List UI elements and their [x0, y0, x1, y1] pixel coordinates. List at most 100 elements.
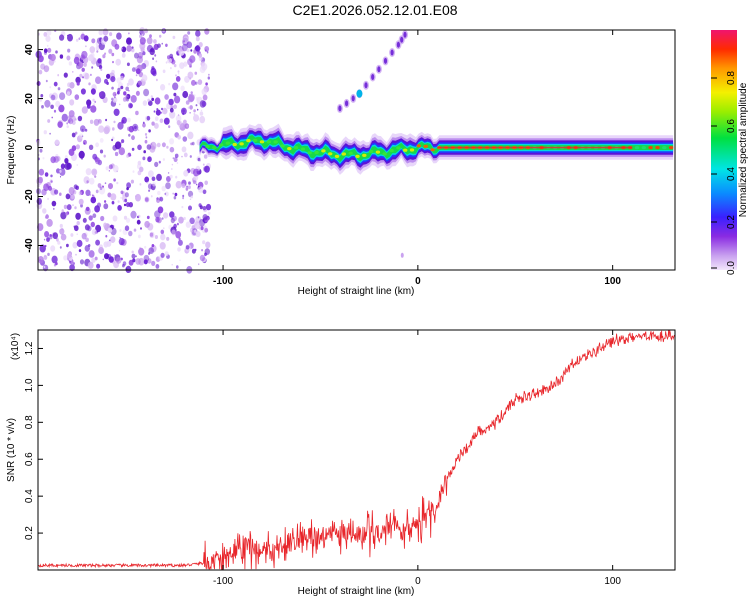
noise-speck: [151, 98, 154, 101]
noise-speck: [152, 244, 155, 247]
noise-speck: [52, 201, 57, 207]
noise-speck: [118, 200, 120, 203]
noise-speck: [123, 201, 124, 203]
noise-speck: [130, 211, 136, 219]
noise-speck: [143, 150, 146, 153]
noise-speck: [55, 101, 60, 107]
noise-speck: [164, 94, 169, 100]
noise-speck: [174, 64, 177, 67]
noise-speck: [168, 99, 173, 106]
noise-speck: [126, 37, 132, 44]
snr-panel: -100 0 100 0.20.40.60.81.01.2 Height of st…: [6, 330, 675, 597]
noise-speck: [98, 125, 104, 132]
noise-speck: [143, 89, 149, 96]
noise-speck: [172, 193, 174, 195]
noise-speck: [182, 197, 184, 199]
noise-speck: [138, 161, 142, 166]
noise-speck: [132, 258, 135, 262]
noise-speck: [79, 199, 84, 205]
noise-speck: [76, 39, 79, 42]
noise-speck: [198, 263, 199, 265]
noise-speck: [79, 191, 82, 195]
noise-speck: [113, 178, 116, 181]
noise-speck: [84, 143, 86, 145]
noise-speck: [103, 259, 104, 261]
noise-speck: [151, 66, 154, 70]
noise-speck: [150, 142, 156, 150]
noise-speck: [191, 91, 193, 94]
noise-speck: [135, 194, 141, 202]
noise-speck: [126, 45, 131, 52]
noise-speck: [198, 186, 203, 193]
noise-speck: [195, 72, 198, 75]
noise-speck: [100, 216, 104, 221]
noise-speck: [40, 64, 45, 70]
noise-speck: [177, 135, 181, 140]
noise-speck: [182, 91, 188, 98]
noise-speck: [91, 222, 95, 227]
noise-speck: [59, 92, 65, 100]
noise-speck: [68, 115, 71, 119]
colorbar-gradient: [711, 30, 737, 270]
noise-speck: [112, 225, 114, 227]
noise-speck: [205, 82, 208, 85]
noise-speck: [195, 82, 198, 85]
noise-speck: [139, 167, 143, 173]
noise-speck: [137, 145, 142, 151]
y-tick-label: 1.0: [24, 378, 35, 392]
noise-speck: [109, 256, 114, 263]
noise-speck: [89, 145, 93, 150]
noise-speck: [176, 265, 179, 268]
noise-speck: [188, 107, 190, 109]
branch-core: [384, 58, 387, 64]
noise-speck: [69, 99, 74, 105]
noise-speck: [138, 248, 144, 256]
noise-speck: [182, 195, 184, 197]
noise-speck: [110, 76, 115, 82]
spectrogram-x-label: Height of straight line (km): [298, 286, 415, 297]
noise-speck: [180, 86, 184, 92]
noise-speck: [199, 53, 203, 58]
ridge-peak: [430, 148, 434, 151]
snr-y-label: SNR (10 * v/v): [6, 418, 17, 482]
noise-speck: [49, 86, 51, 88]
noise-speck: [156, 110, 161, 116]
noise-speck: [99, 187, 105, 195]
noise-speck: [149, 34, 152, 38]
noise-speck: [96, 190, 99, 194]
noise-speck: [143, 100, 147, 106]
noise-speck: [132, 251, 134, 254]
noise-speck: [160, 242, 166, 250]
noise-speck: [42, 208, 46, 214]
noise-speck: [74, 57, 80, 64]
noise-speck: [168, 172, 169, 174]
colorbar-tick-label: 0.0: [726, 261, 737, 275]
noise-speck: [55, 262, 58, 265]
noise-speck: [87, 226, 91, 232]
noise-speck: [103, 36, 108, 42]
ridge-peak: [246, 139, 250, 142]
noise-speck: [121, 191, 124, 195]
noise-speck: [135, 111, 139, 115]
noise-speck: [169, 138, 174, 144]
noise-speck: [147, 156, 152, 162]
noise-speck: [125, 192, 129, 197]
noise-speck: [125, 225, 129, 231]
noise-speck: [104, 125, 110, 133]
noise-speck: [89, 250, 95, 258]
noise-speck: [162, 186, 166, 192]
noise-speck: [39, 169, 44, 176]
noise-speck: [134, 229, 137, 232]
noise-speck: [144, 255, 150, 262]
noise-speck: [138, 258, 144, 266]
noise-speck: [39, 70, 43, 75]
y-tick-label: 0.2: [24, 526, 35, 540]
noise-speck: [138, 52, 143, 59]
noise-speck: [47, 119, 50, 123]
noise-speck: [54, 189, 58, 194]
branch-core: [352, 95, 355, 101]
noise-speck: [65, 162, 71, 170]
noise-speck: [55, 50, 58, 53]
noise-speck: [96, 264, 100, 269]
noise-speck: [76, 144, 80, 149]
